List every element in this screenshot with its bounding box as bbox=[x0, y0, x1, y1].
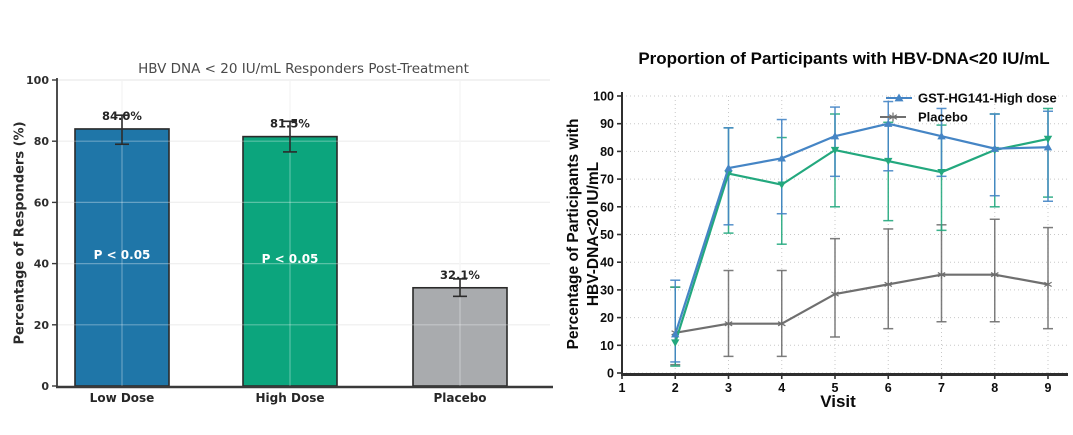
bar-category-label: Low Dose bbox=[90, 391, 155, 405]
bar-significance-annotation: P < 0.05 bbox=[94, 248, 151, 262]
series-gst-hg141-high-dose bbox=[671, 119, 1053, 338]
line-chart-title: Proportion of Participants with HBV-DNA<… bbox=[638, 49, 1050, 68]
line-ytick-label: 100 bbox=[593, 90, 614, 104]
series-placebo bbox=[671, 270, 1052, 338]
line-xtick-label: 7 bbox=[938, 381, 945, 395]
legend-entry-placebo: Placebo bbox=[880, 110, 968, 125]
line-ytick-label: 50 bbox=[600, 228, 614, 242]
legend-label: GST-HG141-High dose bbox=[918, 91, 1057, 106]
bar-category-label: Placebo bbox=[433, 391, 486, 405]
bar-high-dose bbox=[242, 135, 338, 387]
error-bars-placebo bbox=[670, 218, 1053, 366]
line-ytick-label: 30 bbox=[600, 283, 614, 297]
bar-error-bar bbox=[283, 120, 297, 153]
bar-grid-overlay bbox=[57, 80, 550, 386]
bar-error-bar bbox=[453, 278, 467, 298]
line-ytick-label: 40 bbox=[600, 256, 614, 270]
legend-label: Placebo bbox=[918, 110, 968, 125]
line-xtick-label: 9 bbox=[1045, 381, 1052, 395]
bar-ytick-label: 100 bbox=[26, 74, 49, 87]
line-xtick-label: 5 bbox=[832, 381, 839, 395]
line-ytick-label: 80 bbox=[600, 145, 614, 159]
bar-ytick-label: 0 bbox=[41, 380, 49, 393]
line-xtick-label: 6 bbox=[885, 381, 892, 395]
line-xtick-label: 3 bbox=[725, 381, 732, 395]
line-ytick-label: 70 bbox=[600, 173, 614, 187]
line-chart: 0 10 20 30 40 50 60 70 80 90 100 1 2 3 4 5 6 7 8 9 GST-HG141… bbox=[593, 90, 1068, 395]
bar-chart-title: HBV DNA < 20 IU/mL Responders Post-Treat… bbox=[138, 61, 469, 77]
bar-significance-annotation: P < 0.05 bbox=[262, 252, 319, 266]
line-xtick-label: 4 bbox=[778, 381, 785, 395]
line-xtick-label: 1 bbox=[619, 381, 626, 395]
bar-error-bar bbox=[115, 114, 129, 146]
bar-category-label: High Dose bbox=[256, 391, 325, 405]
line-chart-x-axis-label: Visit bbox=[820, 392, 856, 411]
bar-ytick-label: 60 bbox=[34, 196, 50, 209]
line-ytick-label: 10 bbox=[600, 339, 614, 353]
bar-value-label: 32.1% bbox=[440, 268, 480, 282]
bar-placebo bbox=[412, 286, 508, 387]
line-xtick-label: 2 bbox=[672, 381, 679, 395]
line-xtick-label: 8 bbox=[991, 381, 998, 395]
line-ytick-label: 0 bbox=[607, 367, 614, 381]
legend-entry-gst-hg141-high-dose: GST-HG141-High dose bbox=[886, 91, 1057, 106]
line-ytick-label: 90 bbox=[600, 117, 614, 131]
bar-ytick-label: 40 bbox=[34, 258, 50, 271]
bar-ytick-label: 80 bbox=[34, 135, 50, 148]
line-ytick-label: 20 bbox=[600, 311, 614, 325]
line-ytick-label: 60 bbox=[600, 200, 614, 214]
bar-ytick-label: 20 bbox=[34, 319, 50, 332]
